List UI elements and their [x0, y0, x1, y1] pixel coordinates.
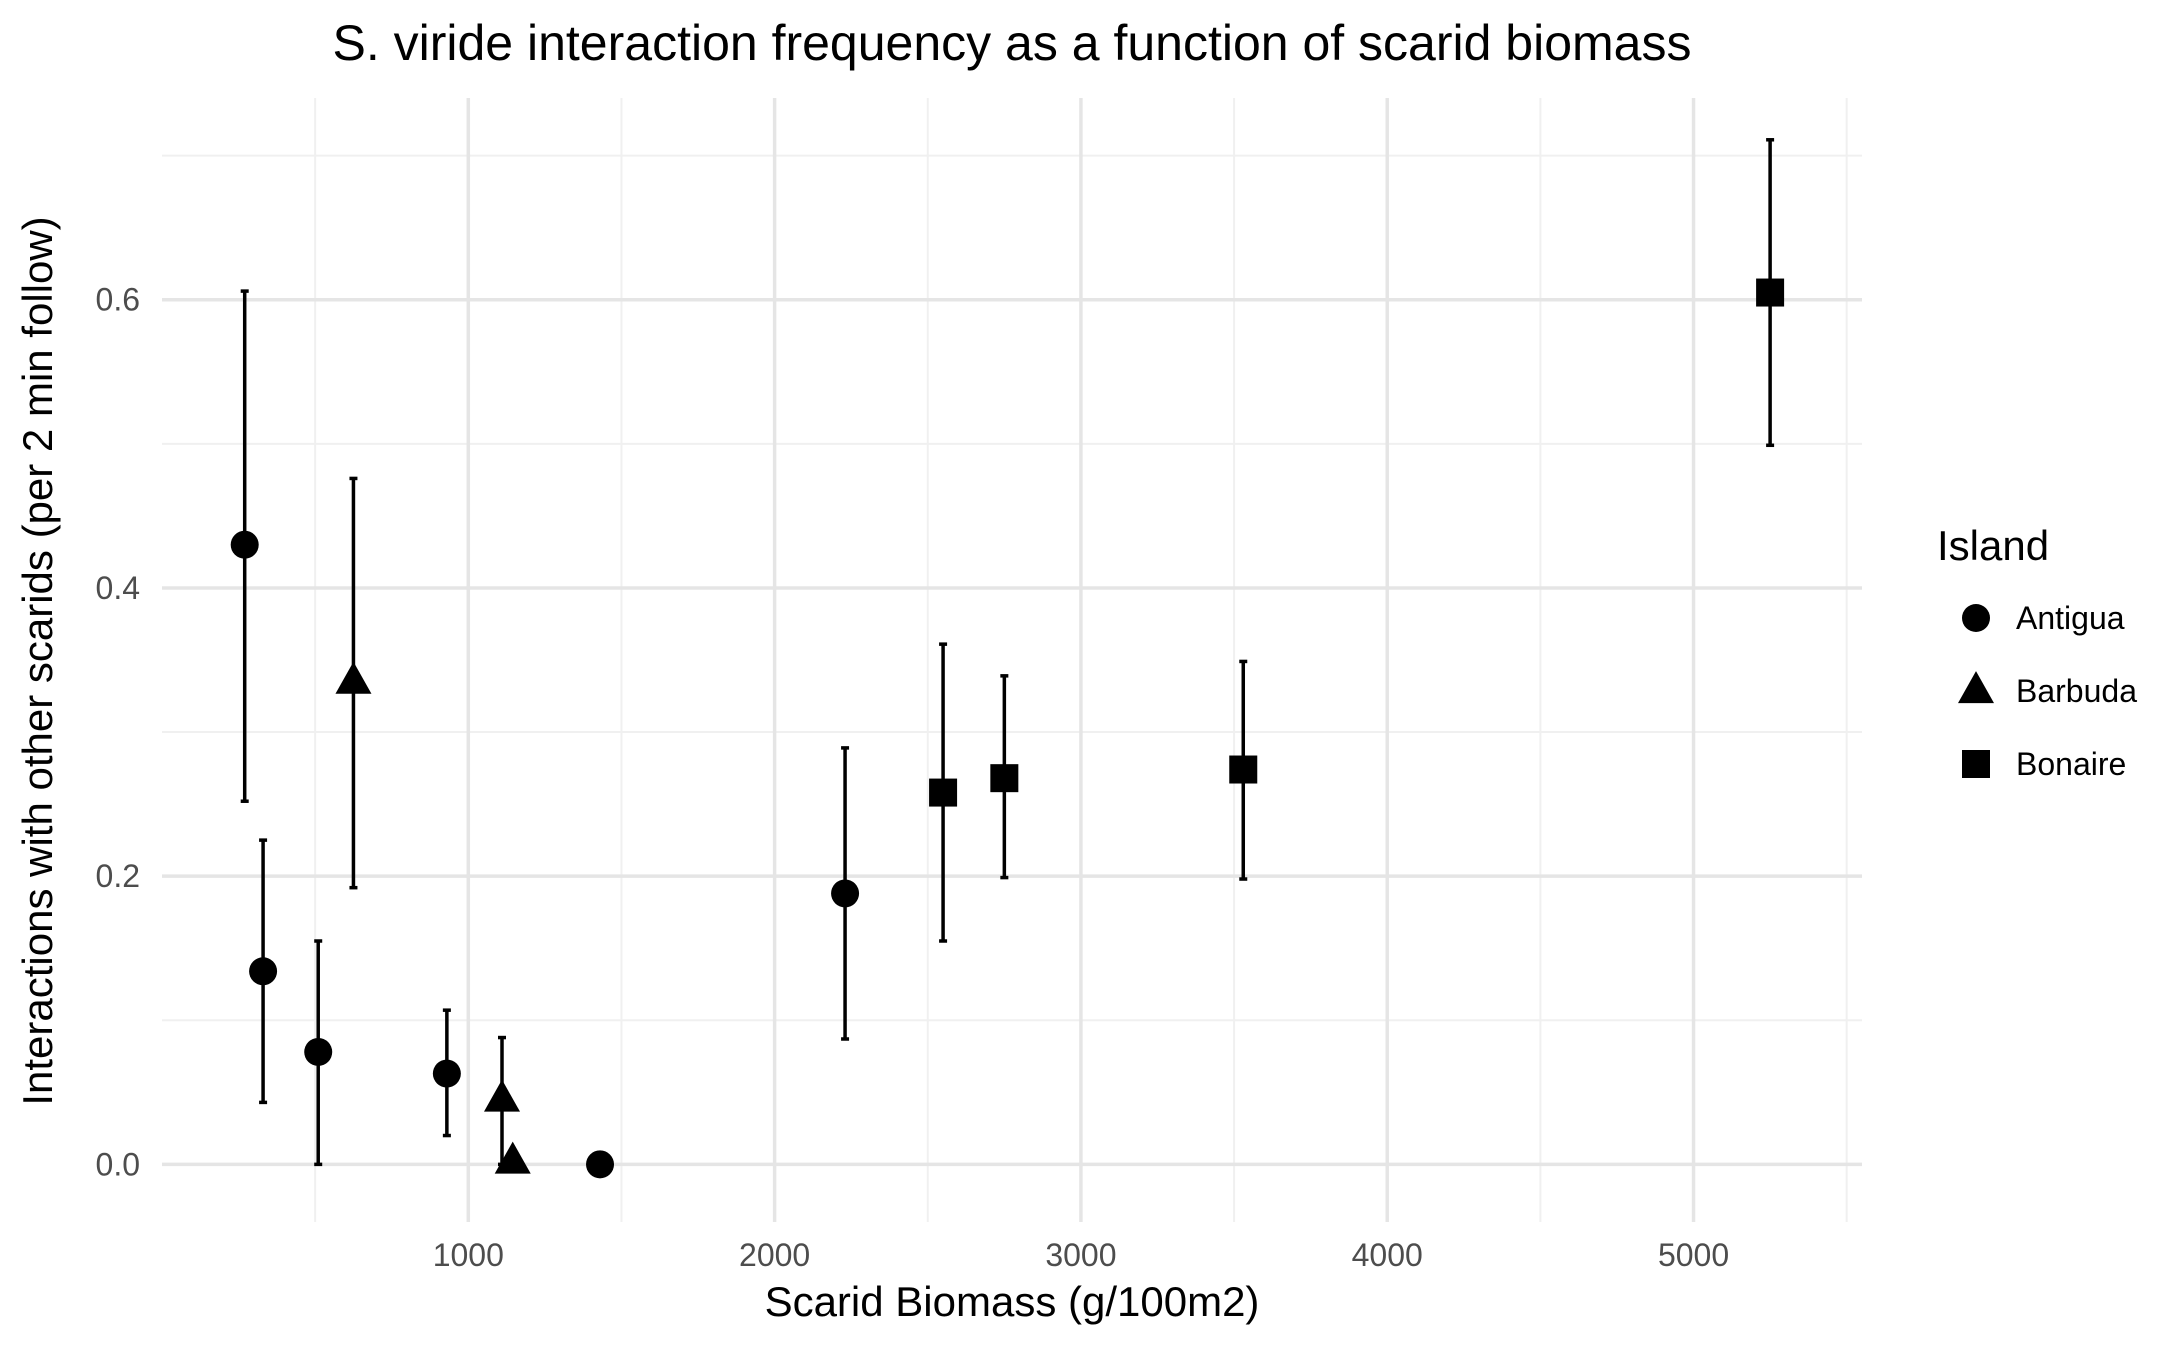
legend-label: Bonaire	[2016, 746, 2126, 782]
barbuda-point	[484, 1079, 520, 1112]
legend: Island Antigua Barbuda Bonaire	[1937, 522, 2137, 782]
chart-title: S. viride interaction frequency as a fun…	[332, 15, 1691, 71]
legend-key-circle	[1962, 604, 1990, 632]
x-tick-label: 3000	[1045, 1237, 1116, 1273]
y-axis-ticks: 0.0 0.2 0.4 0.6	[96, 282, 140, 1183]
legend-label: Barbuda	[2016, 673, 2137, 709]
antigua-point	[230, 530, 259, 559]
bonaire-point	[990, 764, 1019, 793]
barbuda-point	[335, 661, 372, 694]
antigua-point	[831, 879, 860, 908]
legend-title: Island	[1937, 522, 2049, 569]
legend-label: Antigua	[2016, 600, 2125, 636]
x-axis-title: Scarid Biomass (g/100m2)	[765, 1278, 1260, 1325]
antigua-point	[432, 1059, 461, 1088]
legend-key-triangle	[1958, 671, 1994, 704]
antigua-point	[586, 1150, 615, 1179]
x-tick-label: 4000	[1352, 1237, 1423, 1273]
y-tick-label: 0.6	[96, 282, 140, 318]
legend-items: Antigua Barbuda Bonaire	[1958, 600, 2137, 782]
bonaire-point	[1229, 755, 1258, 784]
data-points	[230, 278, 1785, 1179]
bonaire-point	[1756, 278, 1785, 307]
legend-key-square	[1962, 750, 1990, 778]
x-tick-label: 5000	[1658, 1237, 1729, 1273]
antigua-point	[249, 957, 278, 986]
legend-item-antigua: Antigua	[1962, 600, 2125, 636]
legend-item-bonaire: Bonaire	[1962, 746, 2126, 782]
y-tick-label: 0.0	[96, 1146, 140, 1182]
antigua-point	[304, 1037, 333, 1066]
bonaire-point	[929, 778, 958, 807]
x-tick-label: 2000	[739, 1237, 810, 1273]
y-tick-label: 0.4	[96, 570, 140, 606]
y-axis-title: Interactions with other scarids (per 2 m…	[14, 216, 61, 1105]
legend-item-barbuda: Barbuda	[1958, 671, 2137, 709]
x-tick-label: 1000	[433, 1237, 504, 1273]
grid	[162, 98, 1862, 1222]
y-tick-label: 0.2	[96, 858, 140, 894]
x-axis-ticks: 1000 2000 3000 4000 5000	[433, 1237, 1729, 1273]
barbuda-point	[494, 1141, 531, 1174]
